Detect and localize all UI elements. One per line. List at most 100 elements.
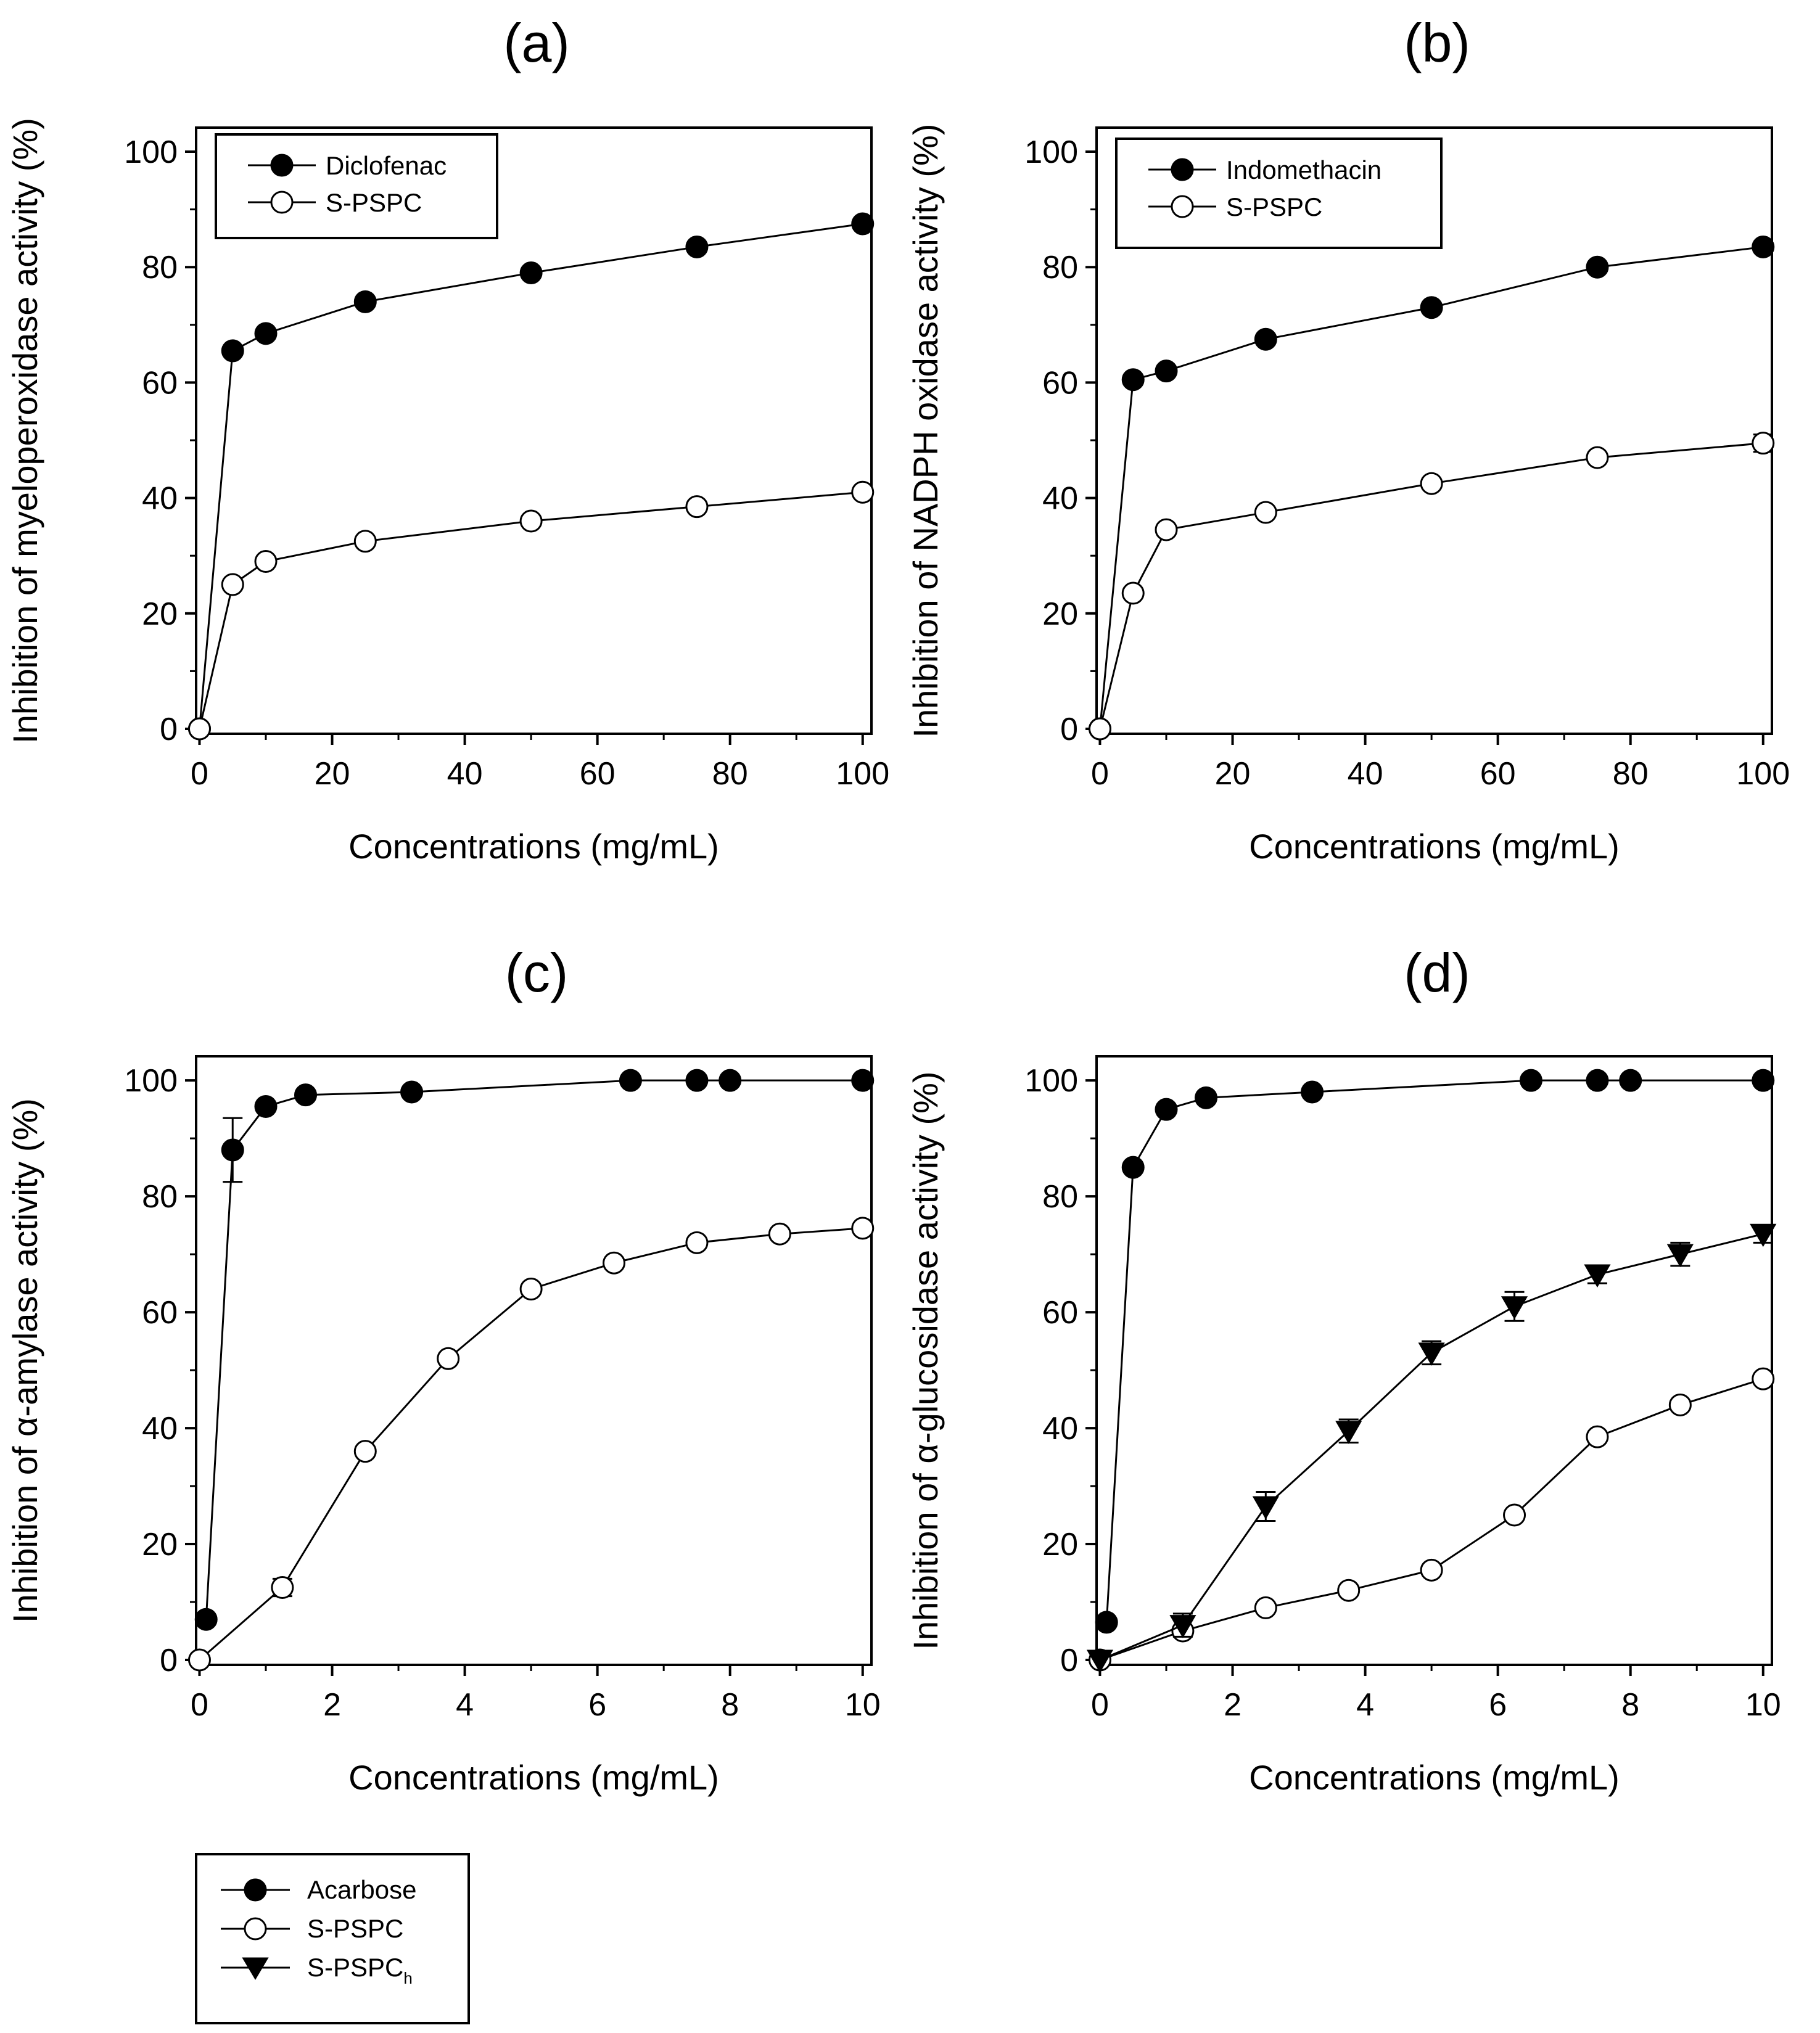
y-tick-label-d-0: 0 [1060,1643,1078,1678]
y-tick-label-c-0: 0 [160,1643,178,1678]
x-axis-title-b: Concentrations (mg/mL) [1249,827,1620,866]
legend-marker-b-1 [1171,195,1194,218]
x-axis-title-a: Concentrations (mg/mL) [348,827,719,866]
x-tick-label-a-0: 0 [191,756,208,792]
data-point-d-s-pspch-8 [1750,1223,1777,1247]
y-tick-label-a-4: 80 [142,250,178,285]
y-tick-label-c-4: 80 [142,1179,178,1215]
legend-marker-a-0 [270,154,294,177]
data-point-d-acarbose-0 [1095,1611,1118,1634]
data-point-b-indomethacin-5 [1586,255,1609,279]
data-point-d-acarbose-1 [1121,1156,1145,1179]
legend-label-b-1: S-PSPC [1226,192,1322,221]
legend-spspch-marker [242,1957,269,1980]
legend-spspc-marker [244,1917,267,1941]
x-tick-label-a-4: 80 [712,756,748,792]
y-tick-label-a-0: 0 [160,712,178,747]
x-tick-label-c-5: 10 [845,1687,881,1723]
chart-d: (d) 0 20 40 60 80 100 0 2 4 6 8 10 Concentrations (mg… [906,942,1781,1797]
data-point-c-acarbose-1 [221,1138,244,1162]
data-point-a-s-pspc-3 [353,530,377,553]
y-tick-label-d-5: 100 [1024,1063,1078,1099]
data-point-d-s-pspch-3 [1335,1421,1362,1444]
plot-frame-c [195,1055,873,1666]
legend-box-b [1115,138,1443,249]
data-point-d-s-pspc-3 [1337,1579,1361,1602]
series-line-c-acarbose [205,1079,863,1620]
data-point-d-s-pspc-2 [1254,1596,1277,1619]
legend-label-b-0: Indomethacin [1226,155,1381,184]
y-tick-label-a-2: 40 [142,481,178,517]
data-point-d-s-pspc-8 [1752,1367,1775,1390]
chart-a: (a) 0 20 40 60 80 100 0 20 40 60 80 100 Concentration… [6,12,889,866]
x-tick-label-c-3: 6 [588,1687,606,1723]
legend-marker-b-0 [1171,158,1194,181]
y-axis-title-b: Inhibition of NADPH oxidase activity (%) [906,124,945,738]
legend-spspc-label: S-PSPC [307,1914,403,1943]
data-point-c-acarbose-2 [254,1095,278,1118]
x-tick-label-b-3: 60 [1480,756,1516,792]
y-tick-label-b-3: 60 [1042,365,1078,401]
data-point-c-acarbose-5 [619,1069,642,1092]
plot-frame-a [195,126,873,735]
x-tick-label-d-3: 6 [1489,1687,1507,1723]
data-point-b-s-pspc-3 [1254,501,1277,524]
data-point-a-diclofenac-1 [221,339,244,363]
data-point-c-s-pspc-5 [603,1251,626,1275]
data-point-d-acarbose-8 [1752,1069,1775,1092]
panel-label-a: (a) [503,12,570,73]
data-point-a-diclofenac-2 [254,322,278,345]
data-point-b-s-pspc-4 [1420,472,1443,495]
data-point-b-indomethacin-6 [1752,235,1775,258]
x-tick-label-d-5: 10 [1745,1687,1781,1723]
data-point-d-s-pspch-1 [1169,1615,1196,1638]
data-point-d-acarbose-5 [1519,1069,1542,1092]
x-tick-label-b-5: 100 [1736,756,1790,792]
legend-marker-a-1 [270,191,294,214]
data-point-d-s-pspch-2 [1252,1496,1279,1519]
data-point-a-s-pspc-6 [851,480,875,504]
x-tick-label-b-1: 20 [1215,756,1251,792]
plot-frame-d [1095,1055,1773,1666]
y-tick-label-b-2: 40 [1042,481,1078,517]
data-point-b-indomethacin-1 [1121,368,1145,392]
legend-box-a [215,133,498,239]
data-point-a-s-pspc-1 [221,573,244,596]
y-tick-label-c-5: 100 [124,1063,178,1099]
data-point-a-diclofenac-4 [519,261,543,285]
data-point-d-s-pspc-4 [1420,1558,1443,1582]
data-point-c-acarbose-0 [194,1608,218,1631]
panel-label-d: (d) [1404,942,1470,1003]
data-point-d-s-pspch-0 [1086,1649,1114,1674]
data-point-b-indomethacin-3 [1254,327,1277,351]
data-point-d-s-pspch-6 [1584,1264,1611,1288]
data-point-c-s-pspc-0 [187,1648,211,1672]
x-tick-label-d-4: 8 [1621,1687,1639,1723]
x-tick-label-c-1: 2 [323,1687,341,1723]
y-tick-label-b-4: 80 [1042,250,1078,285]
y-tick-label-a-3: 60 [142,365,178,401]
x-tick-label-c-2: 4 [456,1687,474,1723]
data-point-d-s-pspc-7 [1668,1393,1692,1416]
x-tick-label-d-0: 0 [1091,1687,1109,1723]
data-point-a-diclofenac-6 [851,212,875,236]
shared-legend: Acarbose S-PSPC S-PSPCh [195,1853,470,2024]
x-axis-title-c: Concentrations (mg/mL) [348,1758,719,1797]
y-tick-label-d-4: 80 [1042,1179,1078,1215]
x-tick-label-d-2: 4 [1356,1687,1374,1723]
y-axis-title-a: Inhibition of myeloperoxidase activity (… [6,118,44,744]
panel-label-b: (b) [1404,12,1470,73]
x-tick-label-a-5: 100 [836,756,889,792]
series-line-a-diclofenac [198,223,863,729]
data-point-d-acarbose-6 [1586,1069,1609,1092]
data-point-b-s-pspc-6 [1752,432,1775,455]
data-point-c-s-pspc-4 [519,1278,543,1301]
panel-label-c: (c) [505,942,569,1003]
x-tick-label-b-4: 80 [1613,756,1649,792]
data-point-b-s-pspc-5 [1586,446,1609,469]
y-tick-label-a-5: 100 [124,134,178,170]
x-tick-label-c-0: 0 [191,1687,208,1723]
data-point-d-s-pspc-5 [1503,1503,1526,1527]
data-point-d-acarbose-2 [1155,1098,1178,1121]
